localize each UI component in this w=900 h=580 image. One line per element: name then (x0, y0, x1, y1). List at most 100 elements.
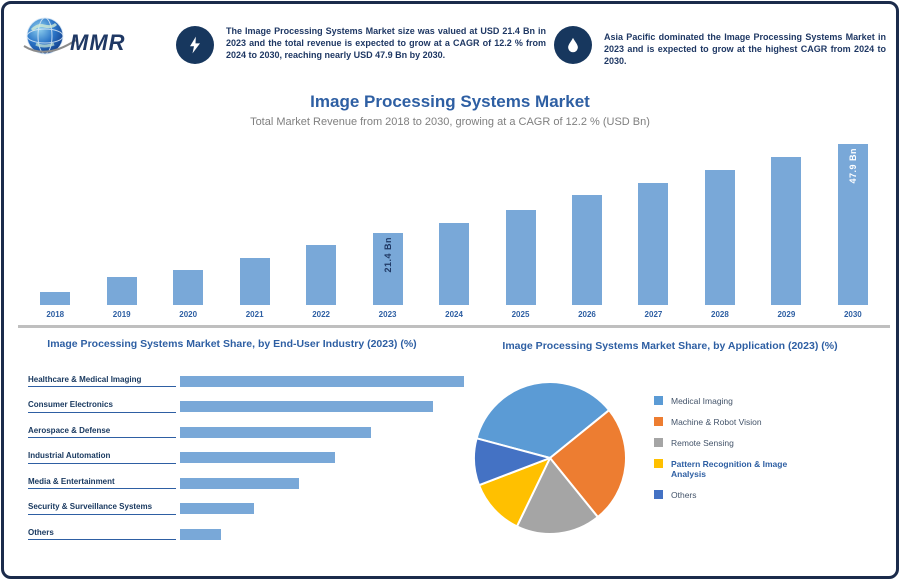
industry-bar (180, 528, 222, 540)
page-title: Image Processing Systems Market (310, 92, 590, 111)
legend-item: Remote Sensing (654, 438, 794, 448)
revenue-bar (40, 291, 71, 305)
revenue-bar-slot: 2020 (155, 132, 221, 322)
revenue-bar (771, 157, 802, 305)
legend-swatch (654, 417, 663, 426)
year-label: 2019 (112, 310, 131, 319)
pie-slice (549, 409, 627, 519)
industry-bar (180, 375, 464, 387)
industry-bar-track (180, 452, 464, 463)
brand-name: MMR (70, 30, 126, 55)
industry-row: Industrial Automation (28, 448, 464, 468)
droplet-icon (554, 26, 592, 64)
revenue-bar: 21.4 Bn (372, 233, 403, 305)
revenue-bar-slot: 47.9 Bn 2030 (820, 132, 886, 322)
year-label: 2021 (245, 310, 264, 319)
industry-bar-track (180, 477, 464, 489)
year-label: 2025 (511, 310, 530, 319)
bar-value-label: 21.4 Bn (382, 237, 393, 273)
industry-bar-chart: Healthcare & Medical Imaging Consumer Ele… (28, 371, 464, 550)
legend-item: Others (654, 490, 794, 500)
industry-label: Healthcare & Medical Imaging (28, 375, 176, 388)
revenue-bar (306, 245, 337, 305)
revenue-bar-slot: 2024 (421, 132, 487, 322)
industry-bar-track (180, 528, 464, 540)
pie-slice (473, 437, 551, 487)
legend-label: Others (671, 490, 697, 500)
industry-bar (180, 426, 372, 438)
legend-label: Pattern Recognition & Image Analysis (671, 459, 788, 479)
section-divider (18, 325, 890, 328)
revenue-bar-slot: 2025 (487, 132, 553, 322)
industry-bar (180, 477, 299, 489)
revenue-bar (505, 210, 536, 305)
year-label: 2030 (843, 310, 862, 319)
legend-swatch (654, 459, 663, 468)
revenue-bar-slot: 2019 (88, 132, 154, 322)
industry-row: Consumer Electronics (28, 397, 464, 417)
revenue-bar (173, 270, 204, 305)
industry-bar-track (180, 426, 464, 438)
legend-swatch (654, 438, 663, 447)
mmr-logo: MMR (18, 12, 126, 64)
revenue-bar-slot: 21.4 Bn 2023 (354, 132, 420, 322)
legend-item: Medical Imaging (654, 396, 794, 406)
revenue-bar (239, 257, 270, 305)
pie-slice (515, 457, 599, 535)
revenue-bar-slot: 2022 (288, 132, 354, 322)
industry-label: Consumer Electronics (28, 400, 176, 413)
revenue-bar (439, 223, 470, 305)
application-pie-chart (466, 374, 634, 542)
revenue-bar-slot: 2028 (687, 132, 753, 322)
revenue-bar-chart: 2018 2019 2020 2021 2022 21.4 Bn 2023 2024 2025 2… (22, 132, 886, 322)
industry-bar (180, 503, 255, 514)
revenue-bar-slot: 2018 (22, 132, 88, 322)
year-label: 2023 (378, 310, 397, 319)
legend-label: Remote Sensing (671, 438, 734, 448)
legend-label: Machine & Robot Vision (671, 417, 762, 427)
industry-bar-track (180, 401, 464, 412)
pie-slice (475, 381, 611, 459)
year-label: 2022 (312, 310, 330, 319)
industry-label: Media & Entertainment (28, 477, 176, 490)
page-subtitle: Total Market Revenue from 2018 to 2030, … (250, 116, 650, 128)
industry-chart-title: Image Processing Systems Market Share, b… (47, 338, 417, 350)
legend-item: Pattern Recognition & Image Analysis (654, 459, 794, 479)
revenue-bar (106, 277, 137, 305)
legend-label: Medical Imaging (671, 396, 733, 406)
industry-label: Aerospace & Defense (28, 426, 176, 439)
industry-bar (180, 452, 335, 463)
year-label: 2028 (711, 310, 729, 319)
industry-label: Industrial Automation (28, 451, 176, 464)
legend-swatch (654, 490, 663, 499)
revenue-bar (638, 183, 669, 305)
industry-row: Media & Entertainment (28, 473, 464, 493)
year-label: 2024 (445, 310, 463, 319)
industry-row: Healthcare & Medical Imaging (28, 371, 464, 391)
industry-row: Aerospace & Defense (28, 422, 464, 442)
revenue-bar: 47.9 Bn (837, 144, 868, 305)
revenue-bar-slot: 2029 (753, 132, 819, 322)
year-label: 2026 (578, 310, 596, 319)
application-chart-title: Image Processing Systems Market Share, b… (502, 340, 838, 352)
legend-swatch (654, 396, 663, 405)
industry-bar-track (180, 375, 464, 387)
year-label: 2027 (644, 310, 663, 319)
regional-highlight: Asia Pacific dominated the Image Process… (604, 32, 886, 66)
pie-legend: Medical Imaging Machine & Robot Vision Rem… (654, 396, 794, 500)
revenue-bar-slot: 2021 (221, 132, 287, 322)
year-label: 2018 (46, 310, 65, 319)
lightning-icon (176, 26, 214, 64)
globe-icon (23, 17, 77, 55)
industry-bar (180, 401, 434, 412)
year-label: 2029 (777, 310, 796, 319)
industry-label: Security & Surveillance Systems (28, 502, 176, 515)
industry-label: Others (28, 528, 176, 541)
year-label: 2020 (179, 310, 198, 319)
revenue-bar (571, 195, 602, 305)
revenue-bar (704, 170, 735, 305)
revenue-bar-slot: 2026 (554, 132, 620, 322)
industry-row: Others (28, 524, 464, 544)
revenue-bar-slot: 2027 (620, 132, 686, 322)
